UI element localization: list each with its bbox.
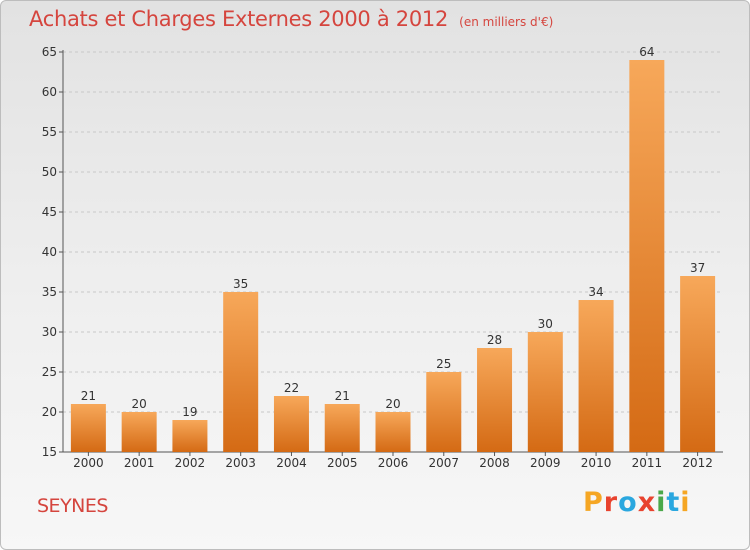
- value-label-2012: 37: [690, 261, 705, 275]
- title-text: Achats et Charges Externes 2000 à 2012: [29, 7, 449, 31]
- value-label-2003: 35: [233, 277, 248, 291]
- proxiti-logo: Proxiti: [583, 487, 691, 518]
- x-tick-label-2007: 2007: [428, 456, 459, 470]
- logo-letter: i: [680, 487, 691, 518]
- logo-letter: P: [583, 487, 604, 518]
- axes: 15 20 25 30 35 40 45 50 55 60 65 2000 2001 2002 2003 20…: [42, 45, 723, 470]
- value-labels: 21 20 19 35 22 21 20 25 28 30 34 64 37: [81, 45, 706, 419]
- commune-name: SEYNES: [37, 495, 108, 517]
- logo-letter: t: [666, 487, 681, 518]
- logo-letter: r: [603, 487, 619, 518]
- x-tick-label-2001: 2001: [124, 456, 155, 470]
- value-label-2007: 25: [436, 357, 451, 371]
- value-label-2002: 19: [182, 405, 197, 419]
- bar-2005: [324, 404, 360, 452]
- y-tick-label: 15: [42, 445, 57, 459]
- logo-letter: i: [656, 487, 667, 518]
- value-label-2001: 20: [132, 397, 147, 411]
- y-tick-label: 45: [42, 205, 57, 219]
- bar-2006: [375, 412, 411, 452]
- bar-2009: [527, 332, 563, 452]
- x-tick-label-2004: 2004: [276, 456, 307, 470]
- x-tick-label-2009: 2009: [530, 456, 561, 470]
- x-tick-label-2005: 2005: [327, 456, 358, 470]
- bars: [70, 60, 716, 452]
- bar-2001: [121, 412, 157, 452]
- bar-2004: [273, 396, 309, 452]
- y-tick-label: 65: [42, 45, 57, 59]
- bar-2002: [172, 420, 208, 452]
- x-tick-label-2003: 2003: [225, 456, 256, 470]
- value-label-2010: 34: [588, 285, 603, 299]
- value-label-2005: 21: [335, 389, 350, 403]
- y-tick-label: 25: [42, 365, 57, 379]
- x-tick-label-2002: 2002: [175, 456, 206, 470]
- x-tick-label-2000: 2000: [73, 456, 104, 470]
- bar-2010: [578, 300, 614, 452]
- value-label-2011: 64: [639, 45, 654, 59]
- y-tick-label: 20: [42, 405, 57, 419]
- bar-2011: [629, 60, 665, 452]
- logo-letter: x: [637, 487, 657, 518]
- unit-text: (en milliers d'€): [459, 15, 554, 29]
- value-label-2009: 30: [538, 317, 553, 331]
- x-tick-label-2006: 2006: [378, 456, 409, 470]
- logo-letter: o: [618, 487, 638, 518]
- bar-2008: [477, 348, 513, 452]
- value-label-2006: 20: [385, 397, 400, 411]
- y-tick-label: 40: [42, 245, 57, 259]
- x-tick-label-2008: 2008: [479, 456, 510, 470]
- bar-2012: [680, 276, 716, 452]
- y-tick-label: 50: [42, 165, 57, 179]
- y-tick-label: 55: [42, 125, 57, 139]
- y-tick-label: 30: [42, 325, 57, 339]
- bar-2007: [426, 372, 462, 452]
- value-label-2000: 21: [81, 389, 96, 403]
- chart-title: Achats et Charges Externes 2000 à 2012 (…: [29, 7, 553, 31]
- bar-2000: [70, 404, 106, 452]
- y-tick-label: 35: [42, 285, 57, 299]
- x-tick-label-2011: 2011: [632, 456, 663, 470]
- value-label-2004: 22: [284, 381, 299, 395]
- x-tick-label-2012: 2012: [682, 456, 713, 470]
- bar-2003: [223, 292, 259, 452]
- y-tick-label: 60: [42, 85, 57, 99]
- value-label-2008: 28: [487, 333, 502, 347]
- x-tick-label-2010: 2010: [581, 456, 612, 470]
- grid-lines: [63, 51, 723, 413]
